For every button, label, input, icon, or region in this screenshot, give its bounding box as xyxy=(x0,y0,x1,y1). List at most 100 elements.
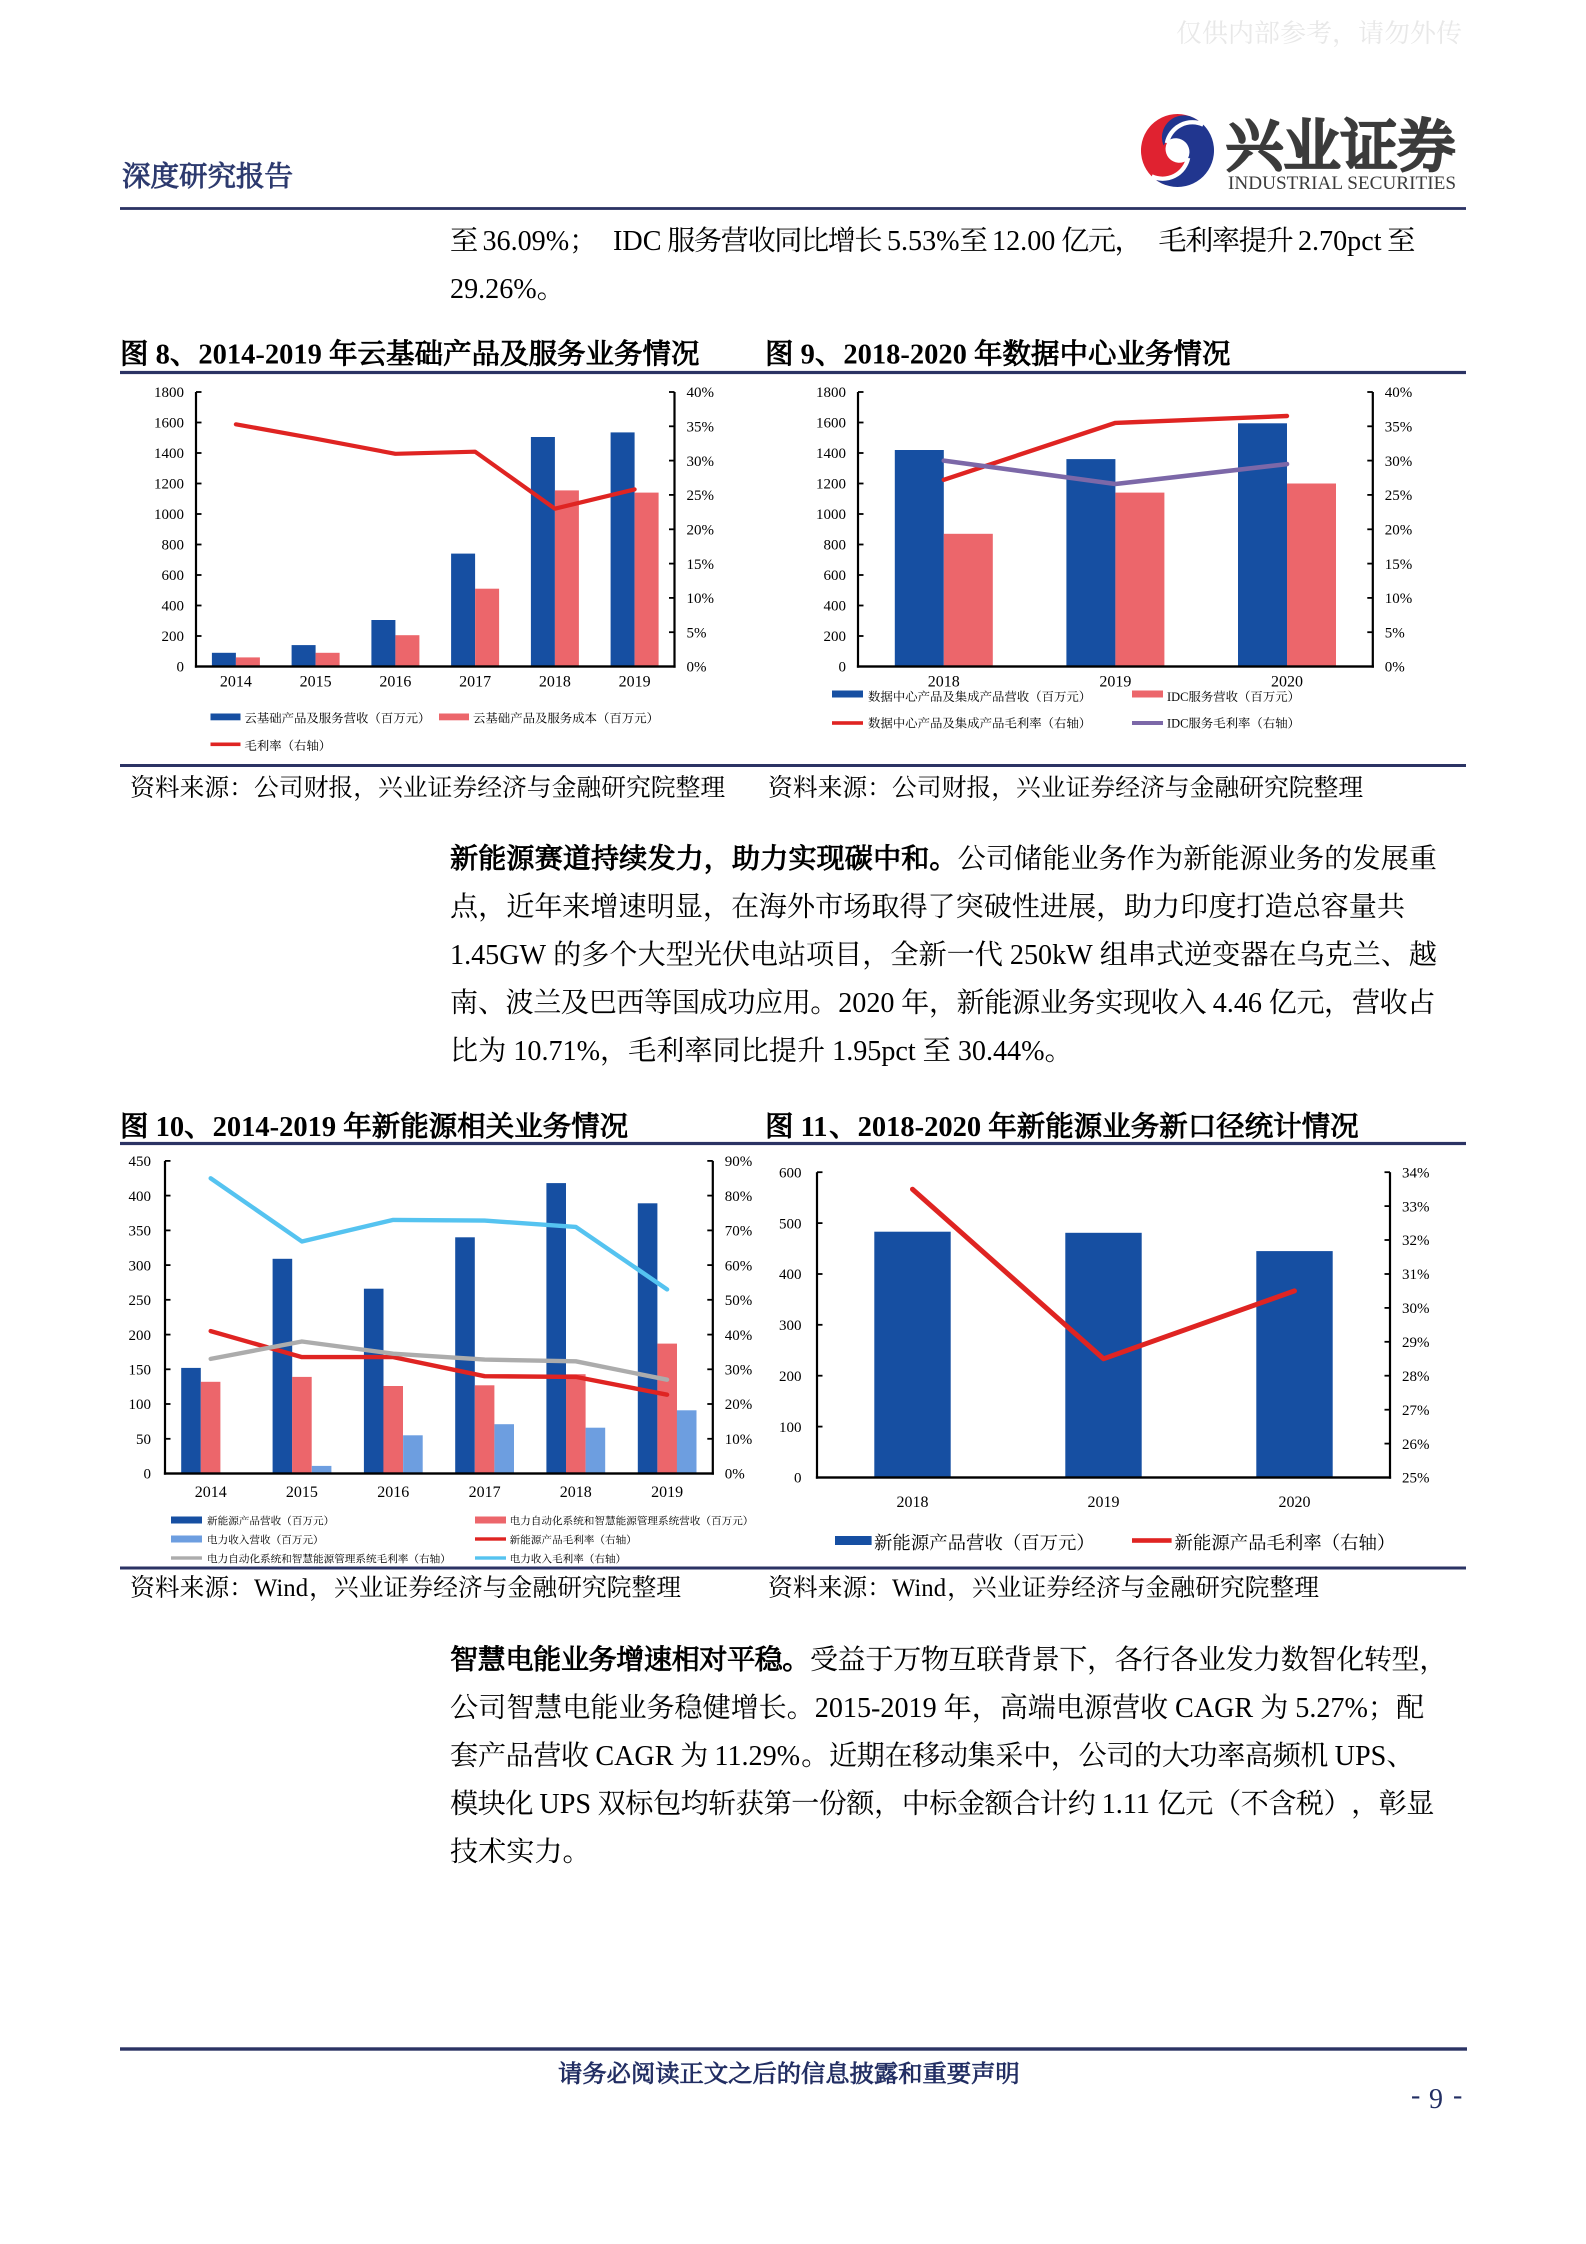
svg-text:40%: 40% xyxy=(687,385,715,401)
svg-text:2020: 2020 xyxy=(1279,1494,1311,1511)
svg-text:10%: 10% xyxy=(725,1432,753,1448)
svg-text:29.26%: 29.26% xyxy=(450,274,537,305)
svg-text:-: - xyxy=(1453,2080,1462,2111)
svg-text:2015: 2015 xyxy=(300,674,332,691)
svg-text:UPS: UPS xyxy=(1328,1741,1386,1772)
svg-text:2019: 2019 xyxy=(1099,674,1131,691)
svg-text:Wind: Wind xyxy=(892,1575,947,1602)
svg-text:100: 100 xyxy=(779,1420,802,1436)
svg-text:0%: 0% xyxy=(725,1467,745,1483)
svg-text:600: 600 xyxy=(162,568,185,584)
svg-text:100: 100 xyxy=(129,1397,152,1413)
svg-text:40%: 40% xyxy=(725,1328,753,1344)
svg-text:200: 200 xyxy=(824,629,847,645)
svg-text:2018-2020: 2018-2020 xyxy=(843,340,974,371)
svg-text:35%: 35% xyxy=(687,420,715,436)
svg-text:350: 350 xyxy=(129,1224,152,1240)
svg-text:11: 11 xyxy=(794,1112,828,1143)
svg-text:60%: 60% xyxy=(725,1258,753,1274)
svg-text:UPS: UPS xyxy=(533,1789,598,1820)
svg-text:10%: 10% xyxy=(1385,591,1413,607)
svg-text:5.27%: 5.27% xyxy=(1288,1693,1368,1724)
svg-text:10%: 10% xyxy=(687,591,715,607)
svg-text:IDC: IDC xyxy=(1167,717,1188,731)
svg-text:90%: 90% xyxy=(725,1154,753,1170)
svg-text:0: 0 xyxy=(839,660,847,676)
svg-text:4.46: 4.46 xyxy=(1206,988,1268,1019)
svg-text:30%: 30% xyxy=(725,1363,753,1379)
svg-text:400: 400 xyxy=(129,1189,152,1205)
svg-text:2020: 2020 xyxy=(838,988,901,1019)
svg-text:2019: 2019 xyxy=(1088,1494,1120,1511)
svg-text:2019: 2019 xyxy=(619,674,651,691)
svg-text:300: 300 xyxy=(129,1258,152,1274)
svg-text:INDUSTRIAL SECURITIES: INDUSTRIAL SECURITIES xyxy=(1228,174,1456,194)
svg-text:9: 9 xyxy=(794,340,815,371)
svg-text:30%: 30% xyxy=(1402,1301,1430,1317)
svg-text:1.11: 1.11 xyxy=(1095,1789,1156,1820)
svg-text:5%: 5% xyxy=(1385,625,1405,641)
svg-text:11.29%: 11.29% xyxy=(708,1741,800,1772)
svg-text:2014: 2014 xyxy=(220,674,252,691)
svg-text:0%: 0% xyxy=(687,660,707,676)
svg-text:CAGR: CAGR xyxy=(589,1741,680,1772)
svg-text:2018: 2018 xyxy=(897,1494,929,1511)
svg-text:250: 250 xyxy=(129,1293,152,1309)
svg-text:2014-2019: 2014-2019 xyxy=(198,340,329,371)
svg-text:600: 600 xyxy=(824,568,847,584)
svg-text:31%: 31% xyxy=(1402,1267,1430,1283)
svg-text:800: 800 xyxy=(162,538,185,554)
svg-text:0: 0 xyxy=(177,660,185,676)
svg-text:1000: 1000 xyxy=(154,507,184,523)
svg-text:150: 150 xyxy=(129,1363,152,1379)
svg-text:28%: 28% xyxy=(1402,1369,1430,1385)
svg-text:2018: 2018 xyxy=(928,674,960,691)
svg-text:40%: 40% xyxy=(1385,385,1413,401)
svg-text:800: 800 xyxy=(824,538,847,554)
svg-text:2.70pct: 2.70pct xyxy=(1292,226,1387,257)
svg-text:2018: 2018 xyxy=(560,1484,592,1501)
svg-text:0: 0 xyxy=(144,1467,152,1483)
svg-text:12.00: 12.00 xyxy=(986,226,1061,257)
svg-text:400: 400 xyxy=(162,599,185,615)
svg-text:20%: 20% xyxy=(725,1397,753,1413)
svg-text:0%: 0% xyxy=(1385,660,1405,676)
svg-text:29%: 29% xyxy=(1402,1335,1430,1351)
svg-text:200: 200 xyxy=(129,1328,152,1344)
svg-text:8: 8 xyxy=(149,340,170,371)
svg-text:70%: 70% xyxy=(725,1224,753,1240)
svg-text:10: 10 xyxy=(149,1112,185,1143)
svg-text:2014-2019: 2014-2019 xyxy=(213,1112,344,1143)
svg-text:1000: 1000 xyxy=(816,507,846,523)
svg-text:2016: 2016 xyxy=(379,674,411,691)
svg-text:2020: 2020 xyxy=(1271,674,1303,691)
svg-text:1400: 1400 xyxy=(816,446,846,462)
svg-text:25%: 25% xyxy=(1385,488,1413,504)
svg-text:300: 300 xyxy=(779,1318,802,1334)
svg-text:2019: 2019 xyxy=(651,1484,683,1501)
svg-text:IDC: IDC xyxy=(596,226,667,257)
svg-text:10.71%: 10.71% xyxy=(506,1036,600,1067)
svg-text:34%: 34% xyxy=(1402,1165,1430,1181)
svg-text:25%: 25% xyxy=(687,488,715,504)
svg-text:1.45GW: 1.45GW xyxy=(450,940,553,971)
svg-text:200: 200 xyxy=(779,1369,802,1385)
svg-text:CAGR: CAGR xyxy=(1168,1693,1260,1724)
svg-text:80%: 80% xyxy=(725,1189,753,1205)
svg-text:30%: 30% xyxy=(1385,454,1413,470)
svg-text:20%: 20% xyxy=(687,523,715,539)
svg-text:Wind: Wind xyxy=(254,1575,309,1602)
svg-text:5%: 5% xyxy=(687,625,707,641)
svg-text:2015-2019: 2015-2019 xyxy=(815,1693,944,1724)
svg-text:2014: 2014 xyxy=(195,1484,227,1501)
svg-text:2018: 2018 xyxy=(539,674,571,691)
svg-text:30%: 30% xyxy=(687,454,715,470)
svg-text:2015: 2015 xyxy=(286,1484,318,1501)
svg-text:2018-2020: 2018-2020 xyxy=(858,1112,989,1143)
svg-text:1600: 1600 xyxy=(154,416,184,432)
svg-text:1800: 1800 xyxy=(154,385,184,401)
svg-text:33%: 33% xyxy=(1402,1199,1430,1215)
svg-text:36.09%: 36.09% xyxy=(477,226,569,257)
svg-text:15%: 15% xyxy=(687,557,715,573)
svg-text:0: 0 xyxy=(794,1471,802,1487)
